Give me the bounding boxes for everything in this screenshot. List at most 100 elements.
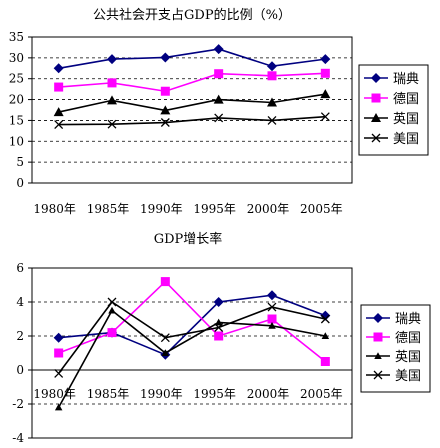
y-tick-label: 2: [16, 329, 24, 343]
legend-label: 德国: [393, 92, 419, 107]
legend-marker: [371, 133, 381, 143]
data-point: [160, 277, 170, 287]
x-tick-label: 1995年: [193, 387, 236, 401]
data-point: [267, 115, 277, 125]
legend-box: [360, 304, 431, 393]
legend-marker: [373, 332, 383, 342]
series-4: [54, 297, 330, 378]
chart-2: GDP增长率 -4 -2 0 2 4 6 1980年 1985年 1990年 1995年 2000年 2…: [12, 231, 431, 445]
y-tick-label: 15: [9, 113, 24, 127]
data-point: [320, 89, 331, 99]
series-line: [58, 48, 326, 70]
series-line: [58, 280, 326, 363]
data-point: [213, 94, 224, 104]
y-tick-label: -2: [12, 397, 24, 411]
series-4: [54, 112, 330, 130]
data-point: [267, 302, 277, 312]
data-point: [108, 306, 116, 314]
series-line: [58, 115, 326, 126]
data-point: [320, 314, 330, 324]
legend-marker: [371, 93, 381, 103]
x-tick-label: 2005年: [300, 387, 343, 401]
data-point: [160, 118, 170, 127]
series-line: [58, 300, 326, 374]
x-tick-label: 1995年: [193, 202, 236, 216]
series-2: [54, 68, 330, 96]
plot-area: [31, 36, 353, 184]
data-point: [214, 318, 223, 326]
y-tick-label: 0: [16, 176, 24, 190]
legend-marker: [374, 352, 382, 359]
series-line: [58, 72, 326, 93]
x-tick-label: 1990年: [140, 202, 183, 216]
data-point: [107, 95, 117, 105]
series-line: [58, 294, 326, 356]
data-point: [267, 314, 277, 324]
data-point: [160, 86, 170, 96]
data-point: [107, 119, 117, 129]
legend-marker: [371, 73, 381, 83]
data-point: [107, 54, 117, 65]
series-1: [53, 44, 331, 74]
data-point: [54, 368, 64, 378]
y-tick-label: 30: [9, 51, 24, 65]
plot-area: [31, 267, 353, 439]
data-point: [268, 322, 276, 329]
x-tick-label: 1990年: [140, 387, 183, 401]
legend-label: 德国: [395, 331, 421, 346]
series-3: [53, 89, 331, 117]
data-point: [320, 54, 331, 65]
data-point: [161, 349, 170, 356]
data-point: [54, 82, 64, 92]
data-point: [107, 328, 117, 338]
data-point: [321, 332, 330, 339]
data-point: [160, 105, 171, 115]
x-tick-label: 2000年: [247, 387, 290, 401]
data-point: [267, 290, 277, 301]
x-tick-label: 1985年: [87, 202, 130, 216]
legend-label: 瑞典: [393, 72, 419, 87]
data-point: [160, 52, 171, 63]
x-tick-label: 1980年: [33, 202, 76, 216]
y-tick-label: 10: [9, 134, 24, 148]
legend-marker: [371, 113, 381, 122]
y-tick-label: 0: [16, 363, 24, 377]
data-point: [320, 68, 330, 78]
data-point: [267, 97, 277, 107]
data-point: [320, 357, 330, 366]
data-point: [54, 403, 63, 411]
series-line: [57, 309, 326, 408]
chart-title: GDP增长率: [154, 231, 223, 247]
x-tick-label: 1980年: [33, 387, 76, 401]
data-point: [160, 333, 170, 343]
data-point: [213, 44, 224, 55]
x-tick-label: 1985年: [87, 387, 130, 401]
chart-title: 公共社会开支占GDP的比例（%）: [93, 7, 291, 23]
y-tick-label: 20: [9, 93, 24, 107]
y-tick-label: -4: [12, 431, 24, 445]
data-point: [107, 297, 117, 307]
data-point: [54, 120, 64, 130]
data-point: [267, 71, 277, 81]
x-tick-label: 2000年: [247, 202, 290, 216]
series-line: [58, 93, 326, 113]
legend-label: 美国: [395, 369, 421, 384]
series-2: [54, 277, 330, 366]
x-tick-label: 2005年: [300, 202, 343, 216]
data-point: [214, 69, 224, 79]
y-tick-label: 5: [16, 155, 24, 169]
data-point: [53, 63, 64, 74]
data-point: [320, 112, 330, 122]
legend-box: [358, 64, 429, 156]
legend-marker: [373, 313, 383, 323]
data-point: [53, 332, 64, 343]
legend-marker: [373, 370, 383, 380]
y-tick-label: 6: [16, 261, 24, 275]
data-point: [213, 297, 224, 307]
y-tick-label: 35: [9, 30, 24, 44]
y-tick-label: 4: [16, 295, 24, 309]
data-point: [107, 78, 117, 88]
